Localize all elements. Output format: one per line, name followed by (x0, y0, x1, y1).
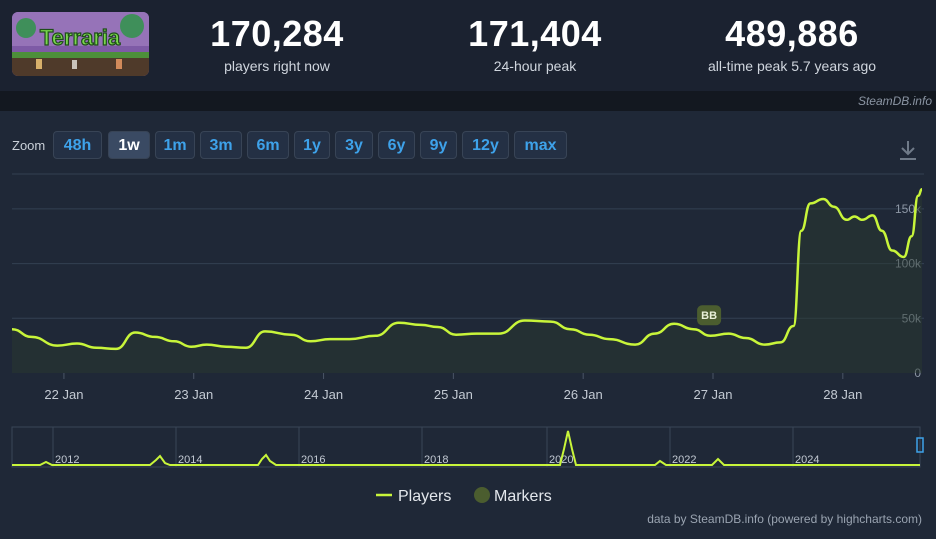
zoom-button-6m[interactable]: 6m (247, 131, 289, 159)
x-tick-label: 25 Jan (434, 387, 473, 402)
x-tick-label: 27 Jan (693, 387, 732, 402)
steamdb-brand[interactable]: SteamDB.info (857, 94, 932, 108)
zoom-button-9y[interactable]: 9y (420, 131, 457, 159)
all-time-peak-value: 489,886 (725, 13, 859, 54)
zoom-button-1w[interactable]: 1w (108, 131, 150, 159)
game-logo[interactable]: Terraria (12, 12, 149, 76)
x-tick-label: 23 Jan (174, 387, 213, 402)
x-tick-label: 28 Jan (823, 387, 862, 402)
x-tick-label: 22 Jan (44, 387, 83, 402)
navigator-year-label: 2016 (301, 454, 325, 466)
navigator[interactable]: 2012 2014 2016 2018 2020 2022 2024 (11, 426, 924, 468)
x-tick-label: 26 Jan (564, 387, 603, 402)
y-tick-label: 0 (914, 366, 921, 380)
current-players-label: players right now (224, 58, 330, 74)
zoom-label: Zoom (12, 138, 46, 153)
chart-grid (12, 208, 924, 319)
zoom-button-1y[interactable]: 1y (294, 131, 330, 159)
y-tick-label: 50k (902, 311, 922, 325)
chart-legend: Players Markers (376, 487, 552, 505)
peak-24h-value: 171,404 (468, 13, 602, 54)
navigator-year-label: 2014 (178, 454, 202, 466)
legend-markers-label[interactable]: Markers (494, 488, 552, 505)
x-axis-labels: 22 Jan 23 Jan 24 Jan 25 Jan 26 Jan 27 Jan 28 J… (44, 373, 862, 402)
legend-players-label[interactable]: Players (398, 488, 451, 505)
navigator-year-label: 2012 (55, 454, 79, 466)
x-tick-label: 24 Jan (304, 387, 343, 402)
y-tick-label: 100k (895, 257, 922, 271)
data-credit[interactable]: data by SteamDB.info (powered by highcha… (647, 512, 922, 526)
peak-24h-stat: 171,404 24-hour peak (450, 13, 620, 75)
zoom-button-12y[interactable]: 12y (462, 131, 509, 159)
header: Terraria 170,284 players right now 171,4… (0, 0, 936, 91)
navigator-line (12, 430, 920, 466)
zoom-button-48h[interactable]: 48h (53, 131, 102, 159)
current-players-value: 170,284 (210, 13, 344, 54)
chart-area: Zoom 48h 1w 1m 3m 6m 1y 3y 6y 9y 12y max… (0, 111, 936, 539)
current-players-stat: 170,284 players right now (192, 13, 362, 75)
peak-24h-label: 24-hour peak (493, 58, 577, 74)
zoom-button-1m[interactable]: 1m (155, 131, 195, 159)
players-line (11, 187, 923, 351)
navigator-year-label: 2024 (795, 454, 819, 466)
marker-badge[interactable] (697, 305, 722, 326)
players-area (12, 189, 922, 373)
brand-bar: SteamDB.info (0, 91, 936, 111)
all-time-peak-stat: 489,886 all-time peak 5.7 years ago (692, 13, 892, 75)
game-logo-text: Terraria (40, 25, 121, 50)
marker-label: BB (701, 310, 717, 322)
navigator-year-label: 2018 (424, 454, 448, 466)
navigator-labels: 2012 2014 2016 2018 2020 2022 2024 (52, 427, 819, 467)
zoom-button-6y[interactable]: 6y (378, 131, 415, 159)
navigator-year-label: 2022 (672, 454, 696, 466)
all-time-peak-label: all-time peak 5.7 years ago (707, 58, 877, 74)
download-icon[interactable] (898, 139, 918, 161)
zoom-button-3y[interactable]: 3y (335, 131, 373, 159)
chart-markers: BB (697, 305, 722, 326)
zoom-button-max[interactable]: max (514, 131, 567, 159)
navigator-handle[interactable] (916, 437, 924, 453)
zoom-button-3m[interactable]: 3m (200, 131, 242, 159)
legend-markers-swatch (474, 487, 490, 503)
